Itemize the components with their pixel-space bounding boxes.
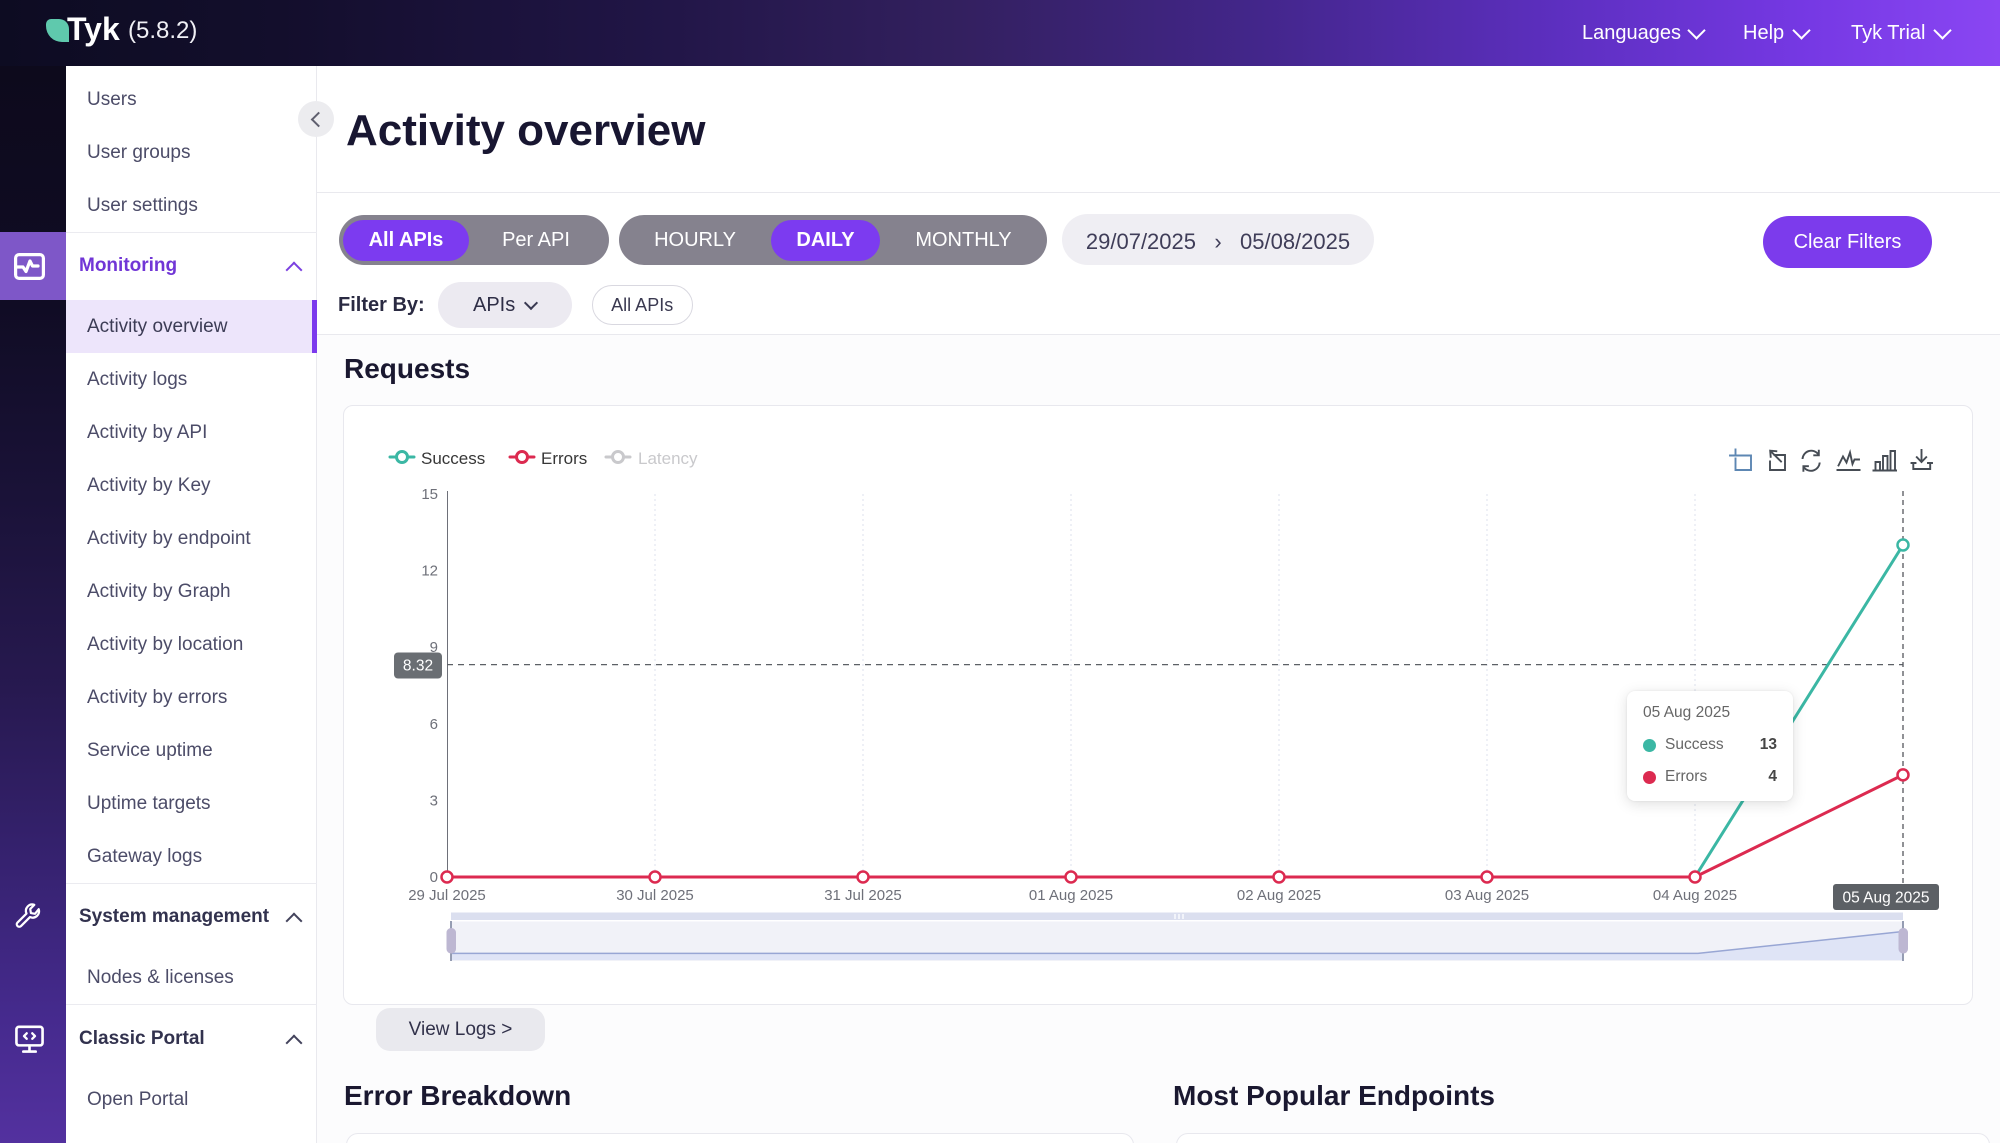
svg-text:9: 9 <box>430 639 438 656</box>
svg-text:15: 15 <box>421 486 438 503</box>
svg-text:29 Jul 2025: 29 Jul 2025 <box>408 887 486 904</box>
svg-text:04 Aug 2025: 04 Aug 2025 <box>1653 887 1737 904</box>
svg-text:Latency: Latency <box>638 449 698 468</box>
svg-text:3: 3 <box>430 792 438 809</box>
svg-text:6: 6 <box>430 716 438 733</box>
svg-text:Errors: Errors <box>541 449 587 468</box>
svg-text:0: 0 <box>430 869 438 886</box>
svg-text:03 Aug 2025: 03 Aug 2025 <box>1445 887 1529 904</box>
svg-text:01 Aug 2025: 01 Aug 2025 <box>1029 887 1113 904</box>
svg-text:05 Aug 2025: 05 Aug 2025 <box>1842 890 1929 907</box>
svg-text:12: 12 <box>421 563 438 580</box>
svg-text:Success: Success <box>421 449 485 468</box>
svg-text:02 Aug 2025: 02 Aug 2025 <box>1237 887 1321 904</box>
svg-text:30 Jul 2025: 30 Jul 2025 <box>616 887 694 904</box>
svg-text:8.32: 8.32 <box>403 658 433 675</box>
svg-text:31 Jul 2025: 31 Jul 2025 <box>824 887 902 904</box>
